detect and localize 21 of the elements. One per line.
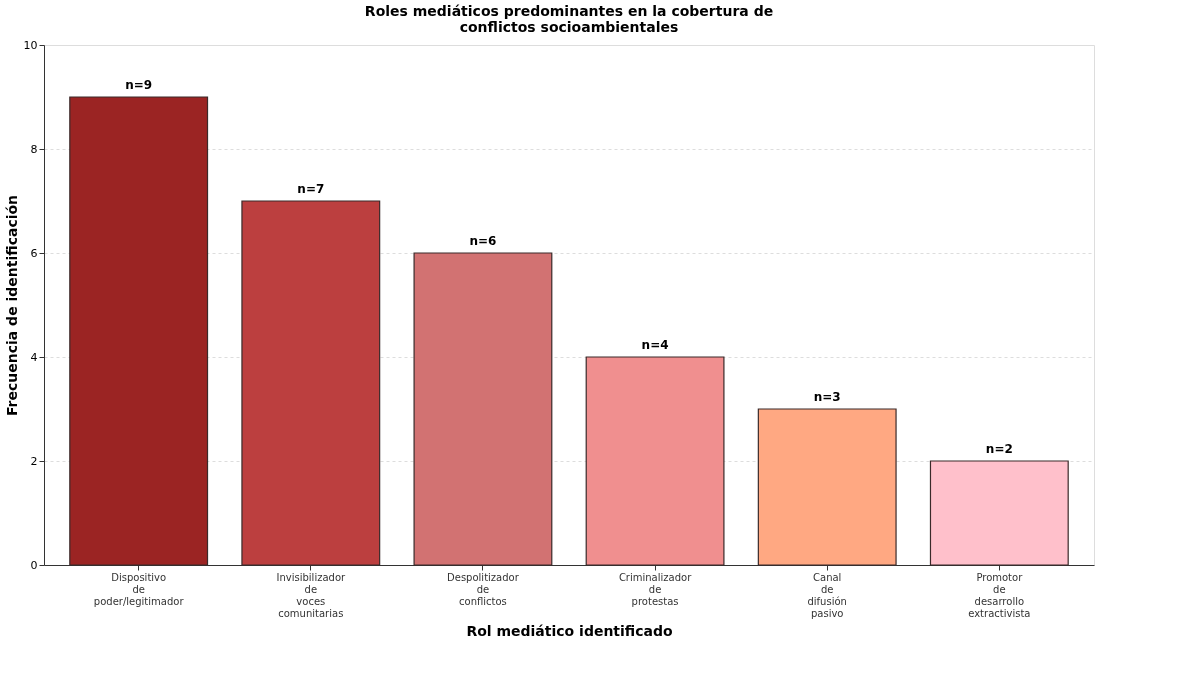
x-tick-label: Dispositivo de poder/legitimador — [93, 571, 185, 607]
y-tick-label: 6 — [30, 246, 38, 260]
y-axis-title: Frecuencia de identificación — [3, 194, 20, 417]
x-tick-label: Invisibilizador de voces comunitarias — [276, 571, 346, 619]
data-label: n=9 — [125, 78, 153, 92]
data-label: n=4 — [641, 338, 669, 352]
x-tick-label: Promotor de desarrollo extractivista — [968, 571, 1031, 619]
data-label: n=3 — [813, 390, 841, 404]
x-tick-label: Canal de difusión pasivo — [807, 571, 847, 619]
data-label: n=7 — [297, 182, 325, 196]
y-tick-label: 10 — [23, 38, 38, 52]
y-tick-label: 0 — [30, 558, 38, 572]
chart-title: Roles mediáticos predominantes en la cobertura de conflictos socioambientales — [364, 3, 774, 35]
x-tick-label: Criminalizador de protestas — [618, 571, 693, 607]
y-tick-label: 4 — [30, 350, 38, 364]
x-tick-label: Despolitizador de conflictos — [447, 571, 520, 607]
data-label: n=2 — [985, 442, 1013, 456]
data-label: n=6 — [469, 234, 497, 248]
y-tick-label: 2 — [30, 454, 38, 468]
y-tick-label: 8 — [30, 142, 38, 156]
x-axis-title: Rol mediático identificado — [466, 622, 673, 639]
